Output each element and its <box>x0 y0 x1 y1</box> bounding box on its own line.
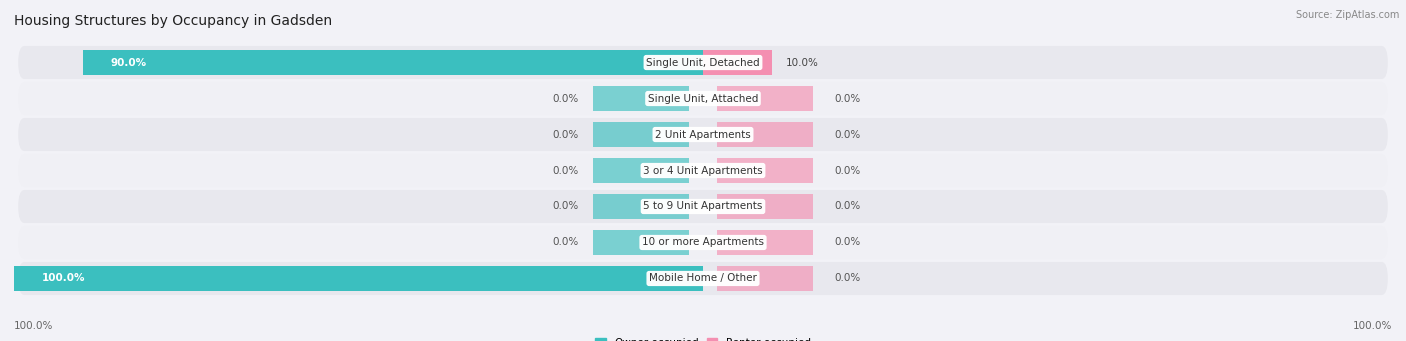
Bar <box>593 229 689 255</box>
Text: 100.0%: 100.0% <box>42 273 86 283</box>
Text: 0.0%: 0.0% <box>834 130 860 139</box>
Text: 0.0%: 0.0% <box>553 165 579 176</box>
Text: 3 or 4 Unit Apartments: 3 or 4 Unit Apartments <box>643 165 763 176</box>
FancyBboxPatch shape <box>18 46 1388 79</box>
Bar <box>717 194 813 220</box>
Text: 100.0%: 100.0% <box>14 321 53 331</box>
FancyBboxPatch shape <box>18 190 1388 223</box>
Text: 0.0%: 0.0% <box>834 165 860 176</box>
Bar <box>717 229 813 255</box>
Text: 0.0%: 0.0% <box>834 273 860 283</box>
Bar <box>593 158 689 183</box>
Text: Single Unit, Attached: Single Unit, Attached <box>648 93 758 104</box>
Text: Single Unit, Detached: Single Unit, Detached <box>647 58 759 68</box>
FancyBboxPatch shape <box>18 82 1388 115</box>
Text: 10 or more Apartments: 10 or more Apartments <box>643 237 763 248</box>
Text: 0.0%: 0.0% <box>834 202 860 211</box>
Text: 0.0%: 0.0% <box>834 237 860 248</box>
Text: 0.0%: 0.0% <box>553 202 579 211</box>
Text: 0.0%: 0.0% <box>553 237 579 248</box>
Text: 0.0%: 0.0% <box>553 130 579 139</box>
Text: Mobile Home / Other: Mobile Home / Other <box>650 273 756 283</box>
Bar <box>703 49 772 75</box>
FancyBboxPatch shape <box>18 262 1388 295</box>
Text: Source: ZipAtlas.com: Source: ZipAtlas.com <box>1295 10 1399 20</box>
Bar <box>14 266 703 292</box>
Bar <box>593 121 689 147</box>
Text: 100.0%: 100.0% <box>1353 321 1392 331</box>
Bar <box>593 86 689 112</box>
Bar <box>717 86 813 112</box>
Text: 0.0%: 0.0% <box>553 93 579 104</box>
Text: 90.0%: 90.0% <box>111 58 146 68</box>
Legend: Owner-occupied, Renter-occupied: Owner-occupied, Renter-occupied <box>591 333 815 341</box>
Bar <box>593 194 689 220</box>
Text: 0.0%: 0.0% <box>834 93 860 104</box>
Text: 2 Unit Apartments: 2 Unit Apartments <box>655 130 751 139</box>
Text: Housing Structures by Occupancy in Gadsden: Housing Structures by Occupancy in Gadsd… <box>14 14 332 28</box>
Bar <box>717 266 813 292</box>
Bar <box>717 121 813 147</box>
FancyBboxPatch shape <box>18 154 1388 187</box>
Bar <box>717 158 813 183</box>
Text: 10.0%: 10.0% <box>786 58 818 68</box>
Text: 5 to 9 Unit Apartments: 5 to 9 Unit Apartments <box>644 202 762 211</box>
FancyBboxPatch shape <box>18 226 1388 259</box>
FancyBboxPatch shape <box>18 118 1388 151</box>
Bar <box>83 49 703 75</box>
